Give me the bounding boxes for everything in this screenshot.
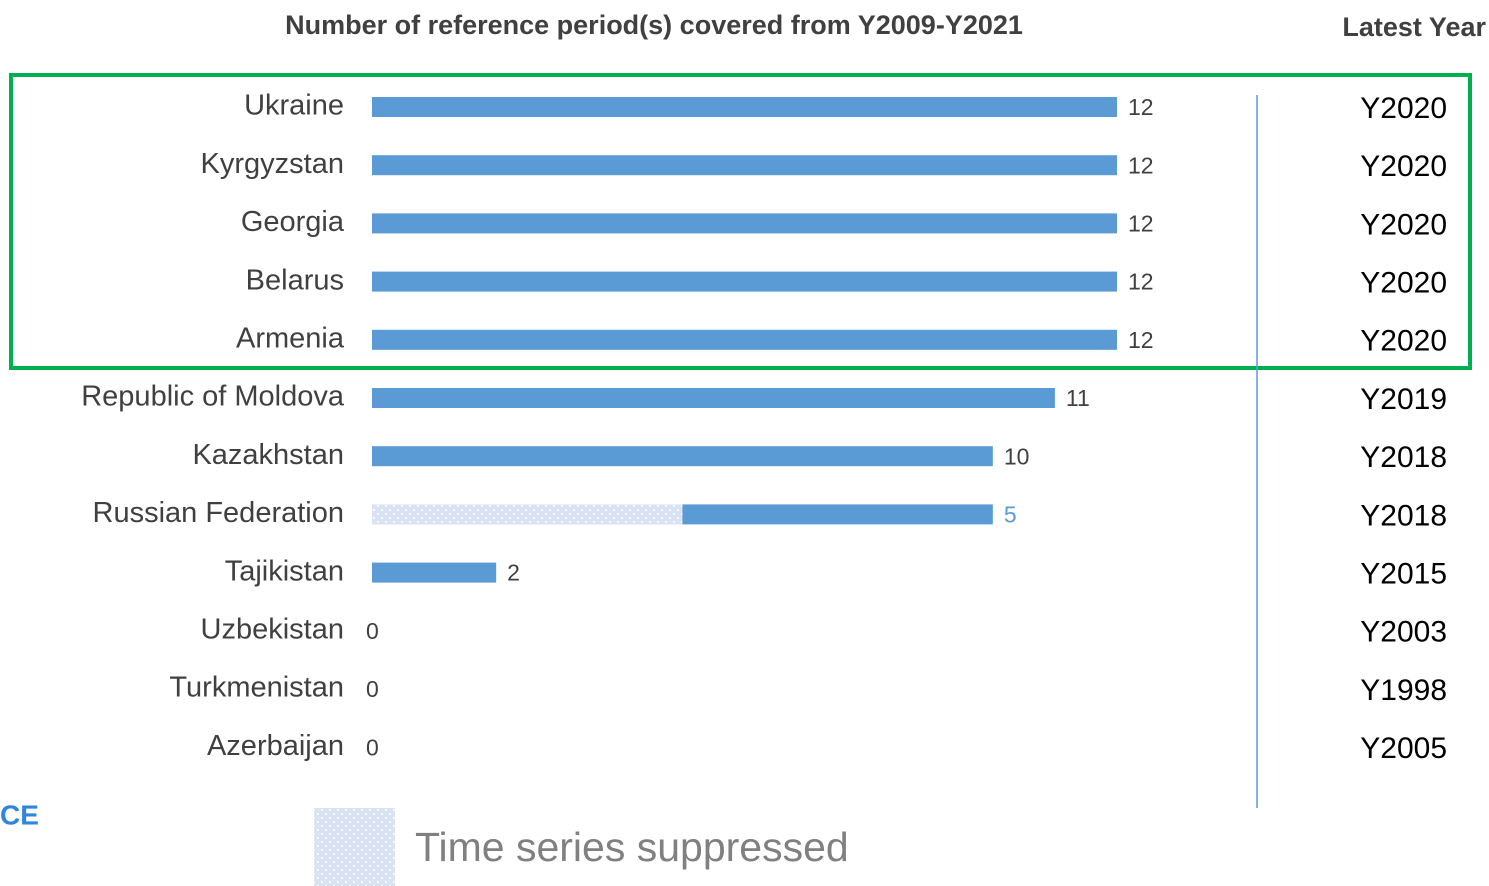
suppressed-bar bbox=[372, 504, 683, 525]
bar bbox=[372, 271, 1117, 292]
bar bbox=[372, 155, 1117, 176]
value-label: 12 bbox=[1128, 269, 1154, 295]
category-label: Russian Federation bbox=[93, 497, 344, 529]
value-label: 12 bbox=[1128, 327, 1154, 353]
category-label: Turkmenistan bbox=[169, 672, 344, 704]
latest-year: Y2020 bbox=[1360, 267, 1447, 300]
side-title: Latest Year bbox=[1342, 12, 1486, 42]
bar bbox=[372, 388, 1055, 408]
category-label: Uzbekistan bbox=[201, 613, 344, 645]
latest-year: Y2020 bbox=[1360, 150, 1447, 183]
value-label: 2 bbox=[507, 560, 520, 586]
value-label: 12 bbox=[1128, 152, 1154, 178]
latest-year: Y2018 bbox=[1360, 499, 1447, 532]
value-label: 12 bbox=[1128, 94, 1154, 120]
bar bbox=[682, 504, 993, 525]
latest-year: Y2020 bbox=[1360, 325, 1447, 358]
value-label: 0 bbox=[366, 618, 379, 644]
category-label: Kyrgyzstan bbox=[201, 148, 344, 180]
category-label: Armenia bbox=[236, 322, 345, 354]
latest-year: Y2020 bbox=[1360, 92, 1447, 125]
category-label: Tajikistan bbox=[225, 555, 344, 587]
latest-year: Y2019 bbox=[1360, 383, 1447, 416]
value-label: 0 bbox=[366, 734, 379, 760]
value-label: 5 bbox=[1004, 501, 1017, 527]
latest-year: Y2003 bbox=[1360, 616, 1447, 649]
legend-label: Time series suppressed bbox=[415, 824, 849, 870]
chart-title: Number of reference period(s) covered fr… bbox=[285, 10, 1023, 40]
latest-year: Y2020 bbox=[1360, 208, 1447, 241]
bar bbox=[372, 562, 497, 583]
bar bbox=[372, 213, 1117, 234]
latest-year: Y1998 bbox=[1360, 674, 1447, 707]
legend-swatch bbox=[314, 808, 395, 886]
logo-text: CE bbox=[0, 799, 39, 830]
highlight-box bbox=[9, 73, 1472, 370]
category-label: Georgia bbox=[241, 206, 345, 238]
category-label: Ukraine bbox=[244, 90, 344, 122]
latest-year: Y2015 bbox=[1360, 558, 1447, 591]
latest-year: Y2005 bbox=[1360, 732, 1447, 765]
value-label: 10 bbox=[1004, 443, 1030, 469]
latest-year: Y2018 bbox=[1360, 441, 1447, 474]
category-label: Republic of Moldova bbox=[81, 381, 345, 413]
category-label: Kazakhstan bbox=[192, 439, 344, 471]
value-label: 12 bbox=[1128, 210, 1154, 236]
value-label: 11 bbox=[1066, 385, 1090, 411]
value-label: 0 bbox=[366, 676, 379, 702]
bar bbox=[372, 329, 1117, 350]
category-label: Azerbaijan bbox=[207, 730, 344, 762]
bar bbox=[372, 97, 1117, 117]
bar bbox=[372, 446, 993, 467]
category-label: Belarus bbox=[246, 264, 344, 296]
